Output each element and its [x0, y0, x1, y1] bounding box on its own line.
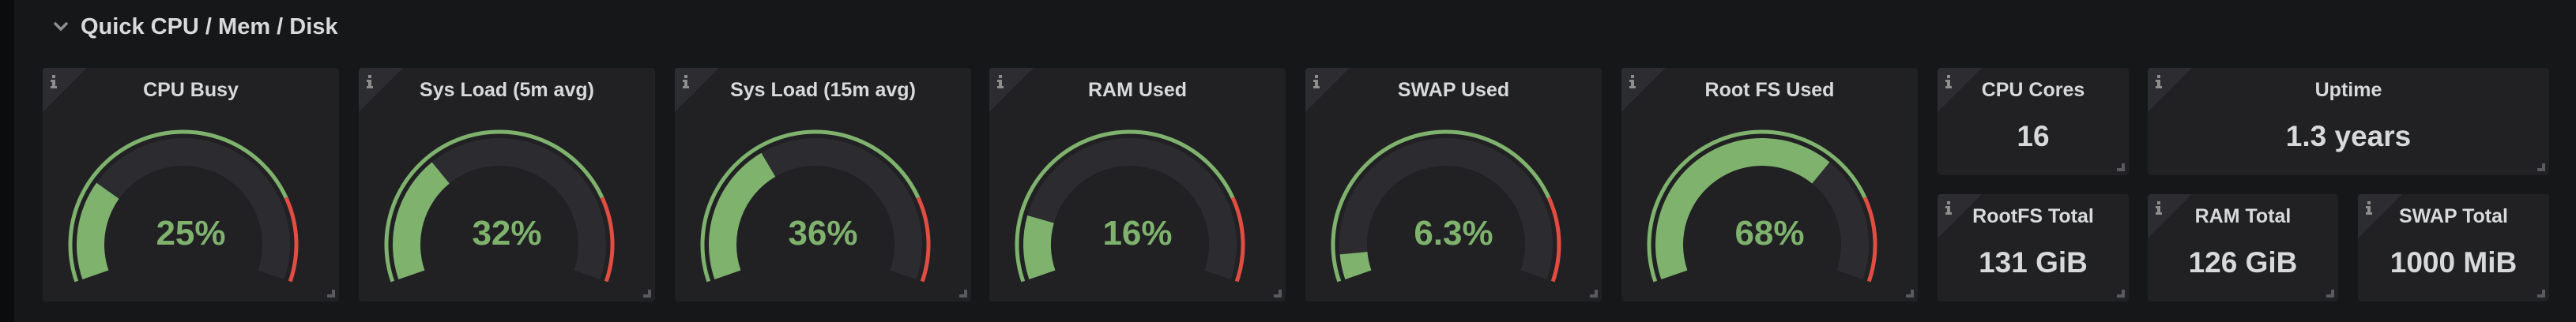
info-corner [2358, 194, 2402, 238]
info-corner [675, 68, 719, 112]
panel-title: Sys Load (15m avg) [730, 79, 916, 101]
info-icon[interactable] [682, 75, 690, 89]
info-corner [2148, 68, 2192, 112]
resize-handle-icon[interactable] [1274, 290, 1282, 298]
gauge-value: 68% [1734, 214, 1805, 253]
gauge-panel-sys-load-15m[interactable]: Sys Load (15m avg) 36% [675, 68, 971, 301]
resize-handle-icon[interactable] [2537, 163, 2545, 171]
chevron-down-icon[interactable] [52, 18, 70, 36]
info-icon[interactable] [2155, 201, 2163, 215]
gauge-value-arc [709, 152, 776, 279]
panel-title: RootFS Total [1972, 205, 2094, 227]
gauge-panel-root-fs-used[interactable]: Root FS Used 68% [1621, 68, 1918, 301]
stat-value: 126 GiB [2188, 246, 2298, 279]
gauge-chart [384, 129, 615, 283]
stat-value: 1000 MiB [2390, 246, 2518, 279]
info-corner [1621, 68, 1666, 112]
resize-handle-icon[interactable] [1590, 290, 1598, 298]
threshold-arc-ok [1015, 129, 1235, 283]
gauge-value-arc [77, 182, 119, 279]
gauge-panel-ram-used[interactable]: RAM Used 16% [989, 68, 1286, 301]
gauge-track [1023, 137, 1237, 279]
left-edge-strip [0, 0, 14, 322]
info-corner [2148, 194, 2192, 238]
stat-panel-ram-total[interactable]: RAM Total 126 GiB [2148, 194, 2338, 301]
gauge-value-arc [1655, 137, 1830, 279]
resize-handle-icon[interactable] [643, 290, 651, 298]
gauge-panel-cpu-busy[interactable]: CPU Busy 25% [43, 68, 339, 301]
threshold-arc-ok [1647, 129, 1867, 283]
gauge-chart [1331, 129, 1561, 283]
threshold-arc-critical [1230, 197, 1245, 283]
gauge-value: 16% [1102, 214, 1173, 253]
gauge-value: 6.3% [1414, 214, 1493, 253]
gauge-value: 36% [788, 214, 858, 253]
stat-panel-cpu-cores[interactable]: CPU Cores 16 [1938, 68, 2129, 175]
info-icon[interactable] [1945, 75, 1953, 89]
gauge-track [1339, 137, 1553, 279]
threshold-arc-critical [600, 197, 615, 283]
resize-handle-icon[interactable] [1906, 290, 1914, 298]
gauge-chart [700, 129, 931, 283]
gauge-panel-sys-load-5m[interactable]: Sys Load (5m avg) 32% [359, 68, 655, 301]
info-icon[interactable] [2365, 201, 2373, 215]
gauge-value: 32% [472, 214, 542, 253]
gauge-value-arc [1339, 252, 1372, 279]
panel-title: Sys Load (5m avg) [420, 79, 594, 101]
panel-title: RAM Used [1087, 79, 1187, 101]
gauge-value: 25% [156, 214, 226, 253]
row-title: Quick CPU / Mem / Disk [81, 13, 338, 39]
resize-handle-icon[interactable] [2117, 163, 2125, 171]
gauge-chart [1015, 129, 1245, 283]
stat-panel-swap-total[interactable]: SWAP Total 1000 MiB [2358, 194, 2549, 301]
gauge-chart [68, 129, 299, 283]
resize-handle-icon[interactable] [2537, 290, 2545, 298]
gauge-track [393, 137, 606, 279]
threshold-arc-critical [1546, 197, 1561, 283]
info-icon[interactable] [366, 75, 374, 89]
info-corner [1938, 68, 1982, 112]
resize-handle-icon[interactable] [327, 290, 335, 298]
info-corner [989, 68, 1034, 112]
info-corner [1305, 68, 1350, 112]
threshold-arc-critical [1862, 197, 1877, 283]
info-icon[interactable] [1312, 75, 1320, 89]
threshold-arc-ok [1331, 129, 1551, 283]
panel-title: RAM Total [2194, 205, 2292, 227]
panel-title: Uptime [2314, 79, 2382, 101]
info-icon[interactable] [2155, 75, 2163, 89]
stat-value: 131 GiB [1979, 246, 2088, 279]
threshold-arc-ok [384, 129, 604, 283]
threshold-arc-critical [284, 197, 299, 283]
info-icon[interactable] [50, 75, 58, 89]
stat-value: 1.3 years [2285, 120, 2412, 152]
threshold-arc-ok [700, 129, 921, 283]
gauge-value-arc [393, 162, 450, 279]
panel-title: SWAP Used [1397, 79, 1510, 101]
panel-title: CPU Busy [143, 79, 239, 101]
info-icon[interactable] [1629, 75, 1636, 89]
info-icon[interactable] [996, 75, 1004, 89]
gauge-value-arc [1023, 215, 1056, 279]
row-header[interactable]: Quick CPU / Mem / Disk [52, 9, 338, 44]
panel-title: CPU Cores [1981, 79, 2085, 101]
info-icon[interactable] [1945, 201, 1953, 215]
info-corner [1938, 194, 1982, 238]
resize-handle-icon[interactable] [959, 290, 967, 298]
gauge-track [77, 137, 290, 279]
stat-panel-uptime[interactable]: Uptime 1.3 years [2148, 68, 2549, 175]
info-corner [43, 68, 87, 112]
resize-handle-icon[interactable] [2326, 290, 2334, 298]
stat-value: 16 [2017, 120, 2050, 152]
threshold-arc-ok [68, 129, 288, 283]
info-corner [359, 68, 403, 112]
panel-title: SWAP Total [2399, 205, 2508, 227]
panel-title: Root FS Used [1704, 79, 1835, 101]
gauge-panel-swap-used[interactable]: SWAP Used 6.3% [1305, 68, 1602, 301]
gauge-chart [1647, 129, 1877, 283]
resize-handle-icon[interactable] [2117, 290, 2125, 298]
stat-panel-rootfs-total[interactable]: RootFS Total 131 GiB [1938, 194, 2129, 301]
threshold-arc-critical [916, 197, 931, 283]
